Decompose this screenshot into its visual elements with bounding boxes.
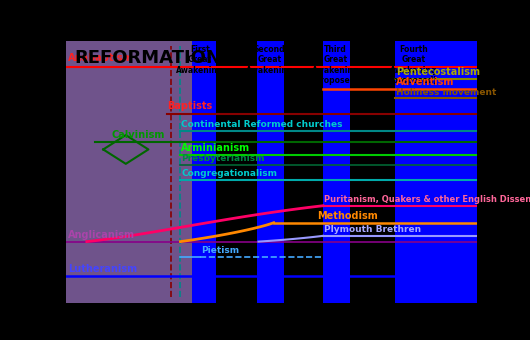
Text: Pentecostalism: Pentecostalism <box>396 67 480 77</box>
Bar <box>257 41 284 303</box>
Bar <box>323 41 350 303</box>
Text: Third
Great
Awakening
(proposed): Third Great Awakening (proposed) <box>312 45 359 85</box>
Text: Methodism: Methodism <box>317 211 377 221</box>
Text: Fourth
Great
Awakening
(proposed): Fourth Great Awakening (proposed) <box>390 45 437 85</box>
Bar <box>66 41 191 303</box>
Text: Anabaptism: Anabaptism <box>68 53 134 63</box>
Text: First
Great
Awakening: First Great Awakening <box>176 45 224 74</box>
Text: Pietism: Pietism <box>201 246 239 255</box>
Text: Arminianism: Arminianism <box>181 143 250 153</box>
Text: Presbyterianism: Presbyterianism <box>181 154 265 163</box>
Text: Plymouth Brethren: Plymouth Brethren <box>324 225 421 234</box>
Text: Adventism: Adventism <box>396 78 454 87</box>
Text: REFORMATION: REFORMATION <box>74 49 222 67</box>
Text: Lutheranism: Lutheranism <box>68 264 137 274</box>
Bar <box>395 41 477 303</box>
Text: Congregationalism: Congregationalism <box>181 169 277 178</box>
Bar <box>191 41 216 303</box>
Text: Continental Reformed churches: Continental Reformed churches <box>181 120 343 129</box>
Text: Holiness movement: Holiness movement <box>396 88 496 97</box>
Text: Baptists: Baptists <box>167 101 212 112</box>
Text: Puritanism, Quakers & other English Dissenters: Puritanism, Quakers & other English Diss… <box>324 195 530 204</box>
Text: Second
Great
Awakening: Second Great Awakening <box>246 45 293 74</box>
Text: Anglicanism: Anglicanism <box>68 230 135 240</box>
Text: Calvinism: Calvinism <box>111 130 165 140</box>
